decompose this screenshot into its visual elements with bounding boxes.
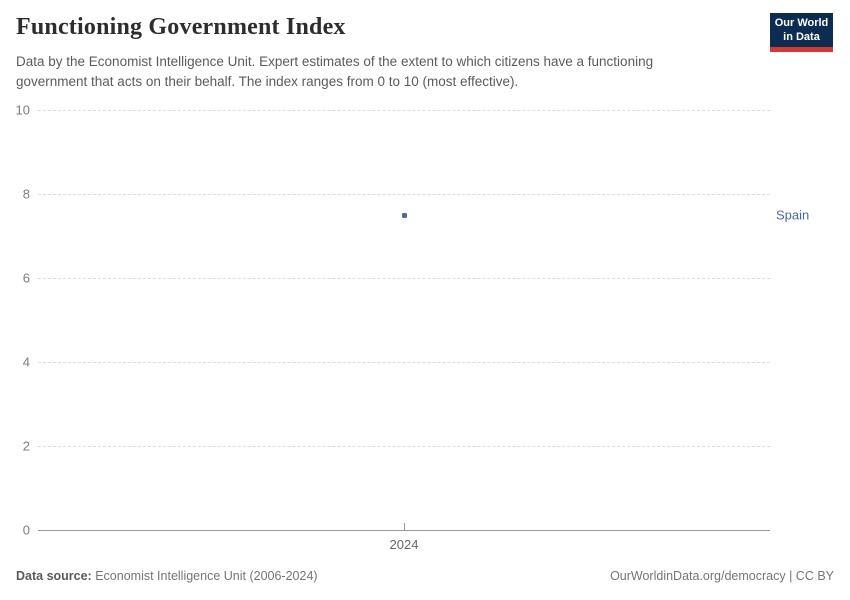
data-source-label: Data source: (16, 569, 92, 583)
y-tick-label: 4 (22, 354, 30, 370)
data-point-spain[interactable] (401, 212, 407, 218)
chart-title: Functioning Government Index (16, 14, 346, 40)
y-tick-label: 6 (22, 270, 30, 286)
data-source-text: Economist Intelligence Unit (2006-2024) (95, 569, 318, 583)
x-axis-line (38, 530, 770, 531)
gridline (38, 110, 770, 111)
gridline (38, 362, 770, 363)
credit-link[interactable]: OurWorldinData.org/democracy | CC BY (610, 569, 834, 583)
owid-logo-line1: Our World (774, 17, 829, 29)
y-tick-label: 10 (15, 102, 30, 118)
y-tick-label: 0 (22, 522, 30, 538)
chart-subtitle: Data by the Economist Intelligence Unit.… (16, 54, 654, 89)
x-tick-mark (404, 523, 405, 530)
owid-logo: Our World in Data (770, 13, 833, 52)
data-source-note: Data source: Economist Intelligence Unit… (16, 569, 318, 583)
y-tick-label: 2 (22, 438, 30, 454)
y-tick-label: 8 (22, 186, 30, 202)
gridline (38, 446, 770, 447)
gridline (38, 194, 770, 195)
gridline (38, 278, 770, 279)
plot-area: 10 8 6 4 2 0 2024 Spain (16, 103, 810, 553)
entity-label-spain[interactable]: Spain (776, 207, 810, 223)
x-tick-label: 2024 (389, 537, 419, 552)
owid-logo-line2: in Data (783, 30, 820, 43)
